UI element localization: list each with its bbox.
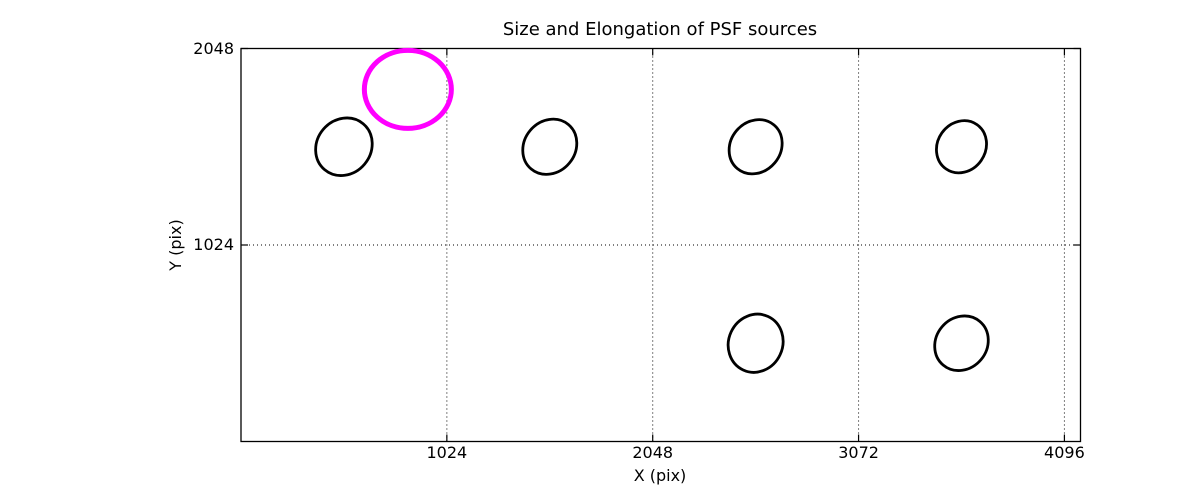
y-tick-label: 2048 — [193, 38, 234, 58]
x-tick-label: 3072 — [838, 443, 879, 462]
psf-ellipse — [726, 312, 785, 374]
x-tick-label: 2048 — [632, 443, 674, 462]
psf-ellipse — [935, 119, 988, 175]
reference-circle — [361, 47, 454, 131]
x-axis-label: X (pix) — [633, 466, 687, 485]
psf-ellipse — [521, 117, 579, 176]
y-tick-label: 1024 — [193, 235, 234, 254]
x-tick-label: 1024 — [426, 443, 468, 462]
psf-ellipse — [314, 116, 374, 177]
chart-title: Size and Elongation of PSF sources — [502, 19, 818, 40]
psf-ellipse — [727, 118, 784, 176]
psf-ellipse — [933, 314, 990, 372]
axes-frame — [240, 47, 1082, 443]
x-tick-label: 4096 — [1044, 443, 1085, 462]
